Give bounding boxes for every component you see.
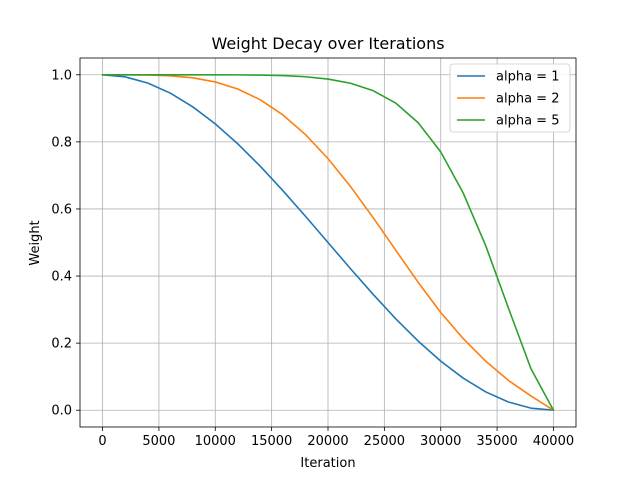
x-tick-label: 5000 <box>142 434 175 449</box>
chart-title: Weight Decay over Iterations <box>211 34 444 53</box>
legend-box <box>449 63 571 133</box>
x-tick-label: 0 <box>98 434 106 449</box>
y-tick-label: 0.4 <box>51 270 72 285</box>
x-tick-label: 10000 <box>195 434 236 449</box>
legend-label: alpha = 1 <box>496 70 559 85</box>
x-tick-label: 30000 <box>420 434 461 449</box>
x-tick-label: 35000 <box>476 434 517 449</box>
y-tick-label: 0.0 <box>51 404 72 419</box>
series-line-1 <box>101 73 555 412</box>
legend-label: alpha = 5 <box>496 114 559 129</box>
x-axis-label: Iteration <box>300 456 355 471</box>
x-tick-label: 40000 <box>533 434 574 449</box>
x-tick-label: 15000 <box>251 434 292 449</box>
y-tick-label: 1.0 <box>51 68 72 83</box>
series-lines <box>101 73 555 412</box>
series-line-2 <box>101 73 555 412</box>
x-tick-label: 25000 <box>364 434 405 449</box>
x-axis-ticks: 0 5000 10000 15000 20000 25000 30000 35000 40000 <box>98 427 574 449</box>
legend: alpha = 1 alpha = 2 alpha = 5 <box>449 63 571 133</box>
series-line-3 <box>101 73 555 412</box>
y-tick-label: 0.2 <box>51 337 72 352</box>
y-tick-label: 0.8 <box>51 135 72 150</box>
y-tick-label: 0.6 <box>51 202 72 217</box>
y-axis-label: Weight <box>28 220 43 265</box>
x-tick-label: 20000 <box>307 434 348 449</box>
y-axis-ticks: 0.0 0.2 0.4 0.6 0.8 1.0 <box>51 68 80 419</box>
legend-label: alpha = 2 <box>496 92 559 107</box>
